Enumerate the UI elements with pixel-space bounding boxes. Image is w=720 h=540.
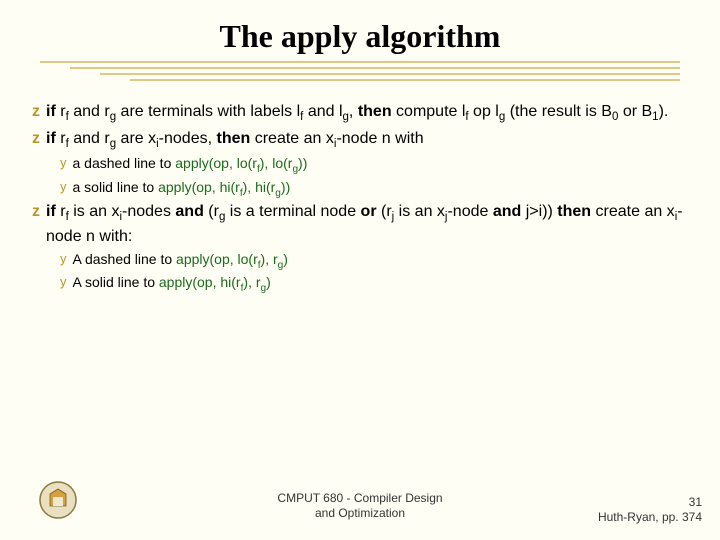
bullet-item: z if rf is an xi-nodes and (rg is a termi…: [32, 201, 688, 247]
slide-title: The apply algorithm: [0, 0, 720, 55]
bullet-text: if rf and rg are terminals with labels l…: [46, 101, 668, 126]
z-bullet-icon: z: [32, 128, 40, 150]
sub-bullet-text: a solid line to apply(op, hi(rf), hi(rg)…: [73, 178, 291, 200]
slide-number: 31: [689, 495, 702, 509]
footer-right: 31 Huth-Ryan, pp. 374: [598, 495, 702, 526]
y-bullet-icon: y: [60, 273, 67, 291]
course-line1: CMPUT 680 - Compiler Design: [277, 491, 442, 505]
bullet-text: if rf is an xi-nodes and (rg is a termin…: [46, 201, 688, 247]
sub-bullet-text: A solid line to apply(op, hi(rf), rg): [73, 273, 271, 295]
bullet-item: z if rf and rg are terminals with labels …: [32, 101, 688, 126]
sub-bullet-text: A dashed line to apply(op, lo(rf), rg): [73, 250, 288, 272]
title-underline: [40, 61, 680, 87]
sub-bullet-item: y A dashed line to apply(op, lo(rf), rg): [60, 250, 688, 272]
z-bullet-icon: z: [32, 101, 40, 123]
z-bullet-icon: z: [32, 201, 40, 223]
bullet-item: z if rf and rg are xi-nodes, then create …: [32, 128, 688, 153]
sub-bullet-item: y A solid line to apply(op, hi(rf), rg): [60, 273, 688, 295]
reference: Huth-Ryan, pp. 374: [598, 510, 702, 524]
slide-content: z if rf and rg are terminals with labels …: [0, 97, 720, 295]
sub-bullet-item: y a solid line to apply(op, hi(rf), hi(rg…: [60, 178, 688, 200]
y-bullet-icon: y: [60, 250, 67, 268]
sub-bullet-text: a dashed line to apply(op, lo(rf), lo(rg…: [73, 154, 308, 176]
y-bullet-icon: y: [60, 178, 67, 196]
course-line2: and Optimization: [315, 506, 405, 520]
bullet-text: if rf and rg are xi-nodes, then create a…: [46, 128, 424, 153]
y-bullet-icon: y: [60, 154, 67, 172]
sub-bullet-item: y a dashed line to apply(op, lo(rf), lo(r…: [60, 154, 688, 176]
